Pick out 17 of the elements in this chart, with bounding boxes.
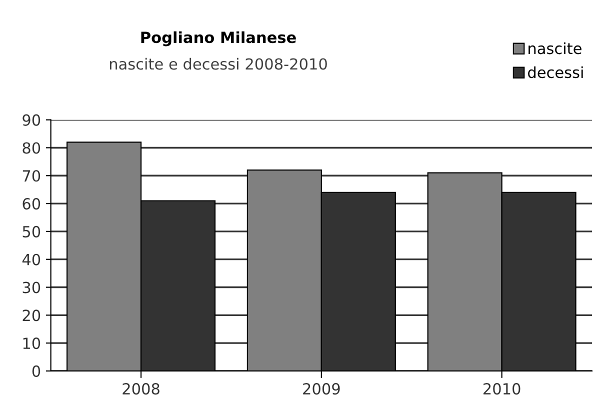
y-tick-label: 50 — [22, 226, 40, 238]
y-tick-label: 20 — [22, 310, 40, 322]
y-tick-label: 70 — [22, 170, 40, 182]
x-tick-label: 2009 — [303, 383, 340, 395]
y-tick-label: 60 — [22, 198, 40, 210]
y-tick-label: 10 — [23, 338, 40, 350]
chart-title: Pogliano Milanese — [141, 31, 296, 46]
y-tick-label: 40 — [22, 254, 40, 266]
legend-label: decessi — [528, 66, 583, 78]
x-tick-label: 2008 — [122, 383, 160, 395]
chart-subtitle: nascite e decessi 2008-2010 — [110, 58, 327, 70]
y-tick-label: 90 — [22, 114, 40, 126]
y-tick-label: 0 — [32, 365, 40, 377]
y-tick-label: 30 — [22, 282, 40, 294]
y-tick-label: 80 — [22, 142, 40, 154]
x-tick-label: 2010 — [484, 383, 520, 395]
legend-label: nascite — [528, 42, 582, 54]
